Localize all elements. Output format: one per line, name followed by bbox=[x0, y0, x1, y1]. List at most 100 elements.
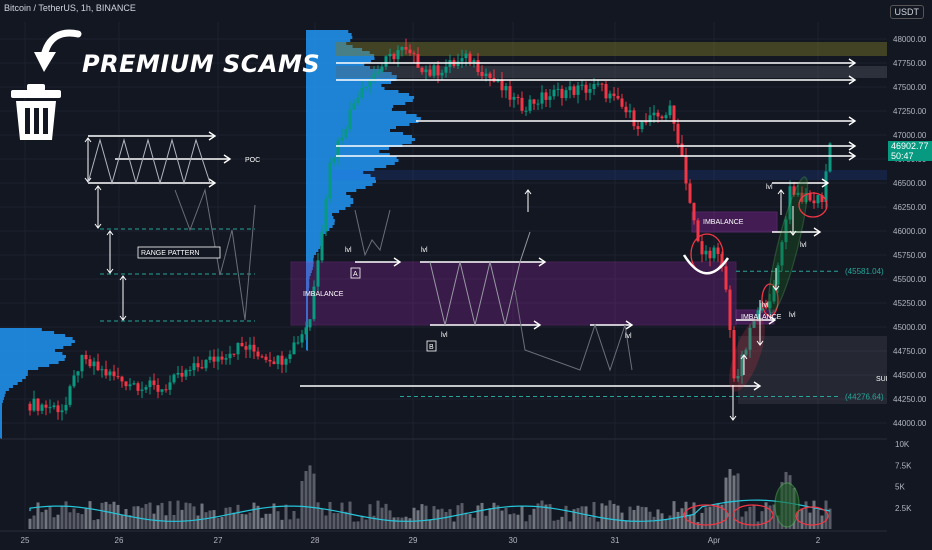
candle-body bbox=[520, 97, 524, 111]
volume-bar bbox=[552, 520, 556, 529]
volume-bar bbox=[748, 506, 752, 529]
volume-bar bbox=[812, 500, 816, 529]
volume-bar bbox=[444, 511, 448, 529]
candle-body bbox=[624, 106, 628, 113]
marker-a-box bbox=[350, 267, 361, 279]
volume-bar bbox=[584, 506, 588, 529]
lvl-arrow-b2-head bbox=[625, 320, 634, 330]
currency-button[interactable]: USDT bbox=[889, 5, 924, 19]
volume-bar bbox=[720, 504, 724, 529]
imbalance-zone-upper bbox=[691, 211, 778, 233]
candle-body bbox=[316, 260, 320, 287]
zigzag-imbalance bbox=[429, 231, 531, 326]
time-tick-label: 30 bbox=[509, 536, 518, 545]
volume-bar bbox=[324, 515, 328, 529]
candle-body bbox=[344, 128, 348, 138]
candle-body bbox=[192, 363, 196, 371]
volume-bar bbox=[656, 509, 660, 529]
volume-bar bbox=[624, 520, 628, 529]
volume-bar bbox=[280, 519, 284, 529]
volume-highlight-3 bbox=[774, 482, 800, 528]
candle-body bbox=[332, 158, 336, 163]
volume-bar bbox=[708, 506, 712, 529]
candle-body bbox=[168, 382, 172, 390]
candle-body bbox=[548, 96, 552, 100]
zigzag-top bbox=[354, 209, 391, 257]
candle-body bbox=[204, 359, 208, 369]
price-tick-label: 45500.00 bbox=[893, 275, 927, 284]
price-tick-label: 45000.00 bbox=[893, 323, 927, 332]
candle-body bbox=[364, 86, 368, 89]
volume-bar bbox=[284, 504, 288, 529]
candle-body bbox=[404, 47, 408, 50]
volume-bar bbox=[60, 506, 64, 529]
key-level-label: (44276.64) bbox=[845, 392, 884, 401]
candle-body bbox=[180, 372, 184, 377]
support-zone bbox=[738, 336, 887, 404]
candle-body bbox=[804, 192, 808, 202]
volume-bar bbox=[824, 500, 828, 529]
candle-body bbox=[424, 69, 428, 73]
candle-body bbox=[124, 381, 128, 387]
volume-bar bbox=[184, 502, 188, 529]
candle-body bbox=[52, 405, 56, 408]
candle-body bbox=[676, 123, 680, 144]
lvl-label: lvl bbox=[441, 332, 448, 339]
volume-bar bbox=[604, 505, 608, 529]
volume-bar bbox=[400, 517, 404, 529]
price-tick-label: 46250.00 bbox=[893, 203, 927, 212]
candle-body bbox=[792, 186, 796, 195]
price-tick-label: 44750.00 bbox=[893, 347, 927, 356]
price-tick-label: 47250.00 bbox=[893, 107, 927, 116]
volume-bar bbox=[104, 501, 108, 529]
volume-bar bbox=[128, 515, 132, 529]
volume-bar bbox=[32, 515, 36, 529]
candle-body bbox=[664, 115, 668, 119]
volume-bar bbox=[376, 500, 380, 529]
volume-bar bbox=[320, 508, 324, 529]
candle-body bbox=[244, 346, 248, 350]
volume-bar bbox=[616, 505, 620, 529]
candle-body bbox=[464, 53, 468, 59]
volume-bar bbox=[380, 507, 384, 529]
volume-bar bbox=[668, 515, 672, 529]
candle-body bbox=[740, 354, 744, 377]
candle-body bbox=[708, 250, 712, 259]
volume-bar bbox=[124, 509, 128, 529]
candle-body bbox=[444, 66, 448, 73]
volume-bar bbox=[276, 511, 280, 529]
candle-body bbox=[808, 192, 812, 201]
volume-bar bbox=[520, 506, 524, 529]
volume-bar bbox=[64, 501, 68, 529]
marker-b-label: B bbox=[429, 344, 434, 351]
candle-body bbox=[632, 110, 636, 127]
volume-bar bbox=[204, 512, 208, 529]
price-highlight-5 bbox=[798, 192, 828, 218]
candle-body bbox=[736, 376, 740, 379]
lvl-label: lvl bbox=[625, 333, 632, 340]
resistance-zone-yellow bbox=[336, 42, 887, 56]
candle-body bbox=[88, 359, 92, 367]
time-tick-label: 29 bbox=[409, 536, 418, 545]
candle-body bbox=[164, 389, 168, 391]
candle-body bbox=[216, 356, 220, 362]
volume-bar bbox=[228, 507, 232, 529]
volume-bar bbox=[664, 519, 668, 529]
volume-bar bbox=[704, 507, 708, 529]
candle-body bbox=[612, 93, 616, 96]
volume-bar bbox=[480, 502, 484, 529]
volume-bar bbox=[388, 510, 392, 529]
candle-body bbox=[308, 319, 312, 328]
volume-bar bbox=[640, 506, 644, 529]
volume-bar bbox=[292, 510, 296, 529]
candle-body bbox=[552, 89, 556, 97]
candle-body bbox=[760, 302, 764, 311]
candle-body bbox=[544, 92, 548, 100]
candle-body bbox=[144, 387, 148, 390]
volume-bar bbox=[368, 504, 372, 529]
volume-bar bbox=[144, 504, 148, 529]
volume-bar bbox=[488, 508, 492, 529]
volume-bar bbox=[288, 519, 292, 529]
candle-body bbox=[72, 375, 76, 387]
